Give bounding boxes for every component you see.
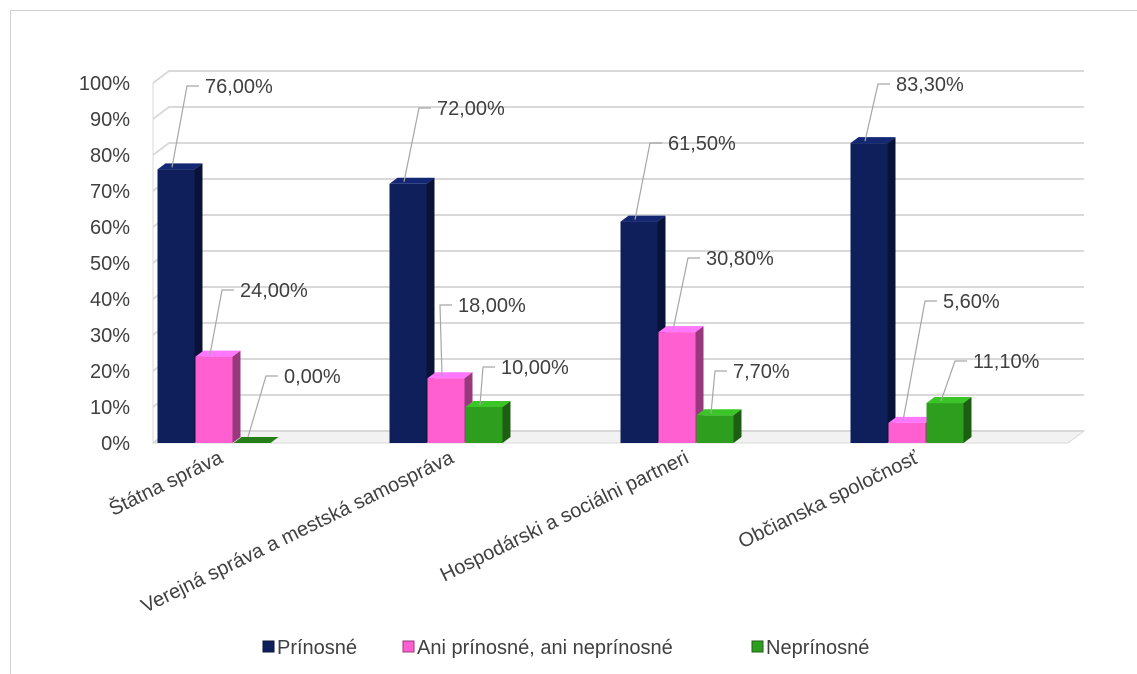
bar: [233, 437, 279, 443]
data-label: 7,70%: [733, 361, 790, 383]
bar-top: [926, 397, 972, 404]
bar: [658, 332, 696, 443]
gridline: [152, 250, 1084, 264]
chart-frame: [10, 10, 1137, 674]
bar-side: [232, 350, 241, 443]
category-label: Štátna správa: [105, 445, 227, 520]
bar: [696, 415, 734, 443]
bar: [620, 221, 658, 443]
y-tick-label: 80%: [90, 145, 130, 167]
bar-side: [733, 409, 742, 443]
bar: [427, 378, 465, 443]
bar-side: [963, 397, 972, 443]
y-tick-label: 40%: [90, 289, 130, 311]
category-label: Občianska spoločnosť: [735, 447, 923, 554]
y-tick-label: 20%: [90, 361, 130, 383]
leader-line: [940, 360, 967, 402]
bar: [888, 422, 926, 443]
leader-line: [864, 83, 890, 142]
y-tick-label: 10%: [90, 397, 130, 419]
bar-top: [620, 215, 666, 222]
leader-line: [479, 366, 495, 406]
bar: [195, 356, 233, 443]
leader-line: [439, 304, 452, 377]
y-tick-label: 70%: [90, 181, 130, 203]
data-label: 76,00%: [205, 76, 273, 98]
bar-top: [195, 350, 241, 357]
bar: [926, 403, 964, 443]
legend-swatch: [262, 640, 275, 653]
bar-top: [427, 372, 473, 379]
bar-side: [887, 137, 896, 443]
y-tick-label: 90%: [90, 109, 130, 131]
category-label: Hospodárski a sociálni partneri: [437, 447, 692, 587]
bar: [465, 407, 503, 443]
y-tick-label: 0%: [101, 433, 130, 455]
legend-label: Prínosné: [277, 637, 357, 659]
gridline: [152, 214, 1084, 228]
y-tick-label: 100%: [79, 73, 130, 95]
bar-top: [696, 409, 742, 416]
bar-top: [389, 177, 435, 184]
leader-line: [634, 142, 662, 220]
data-label: 24,00%: [240, 280, 308, 302]
data-label: 72,00%: [437, 98, 505, 120]
y-tick-label: 30%: [90, 325, 130, 347]
bar-top: [658, 326, 704, 333]
legend-label: Ani prínosné, ani neprínosné: [417, 637, 673, 659]
legend-swatch: [751, 640, 764, 653]
gridline: [152, 70, 1084, 84]
data-label: 83,30%: [896, 74, 964, 96]
leader-line: [403, 107, 431, 182]
gridline: [152, 178, 1084, 192]
bar-top: [888, 416, 934, 423]
data-label: 5,60%: [943, 291, 1000, 313]
y-tick-label: 50%: [90, 253, 130, 275]
leader-line: [710, 370, 727, 414]
data-label: 61,50%: [668, 133, 736, 155]
leader-line: [247, 375, 278, 438]
data-label: 18,00%: [458, 295, 526, 317]
bar: [850, 143, 888, 443]
y-tick-label: 60%: [90, 217, 130, 239]
leader-line: [902, 300, 937, 421]
data-label: 10,00%: [501, 357, 569, 379]
bar-side: [502, 401, 511, 443]
bar-top: [850, 137, 896, 144]
bar: [157, 169, 195, 443]
bar-top: [465, 401, 511, 407]
leader-line: [171, 85, 199, 168]
data-label: 0,00%: [284, 366, 341, 388]
gridline: [152, 106, 1084, 120]
legend-label: Neprínosné: [766, 637, 869, 659]
bar: [389, 183, 427, 444]
data-label: 30,80%: [706, 248, 774, 270]
gridline: [152, 142, 1084, 156]
data-label: 11,10%: [973, 351, 1040, 373]
legend-swatch: [402, 640, 415, 653]
leader-line: [209, 289, 234, 355]
gridline: [152, 322, 1084, 336]
bar-top: [157, 163, 203, 170]
leader-line: [672, 257, 700, 331]
